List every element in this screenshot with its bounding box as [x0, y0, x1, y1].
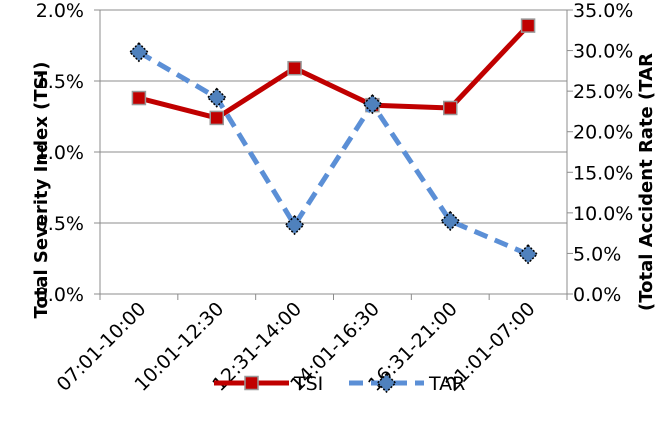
- point-marker-tsi: [443, 100, 458, 116]
- axes: [94, 9, 573, 300]
- y2-tick-label: 15.0%: [573, 162, 633, 184]
- point-marker-tar: [518, 244, 539, 265]
- series-line-tar: [137, 50, 530, 257]
- y2-tick-label: 35.0%: [573, 0, 633, 22]
- grid: [100, 9, 567, 295]
- y2-tick-label: 10.0%: [573, 203, 633, 225]
- legend-label-tsi: TSI: [293, 373, 323, 395]
- y-tick-label: 1.5%: [36, 71, 84, 93]
- y2-tick-label: 20.0%: [573, 122, 633, 144]
- y2-tick-label: 25.0%: [573, 81, 633, 103]
- point-marker-tar: [440, 210, 461, 232]
- y2-tick-label: 30.0%: [573, 41, 633, 63]
- y2-tick-label: 5.0%: [573, 243, 621, 265]
- y-tick-label: 1.0%: [36, 142, 84, 164]
- point-marker-tar: [128, 42, 149, 63]
- y-tick-label: 0.5%: [36, 213, 84, 235]
- y2-tick-label: 0.0%: [573, 284, 621, 306]
- point-marker-tar: [206, 87, 227, 108]
- legend-marker-tsi: [244, 375, 259, 391]
- tick-labels: 0.0% 0.5% 1.0% 1.5% 2.0% 0.0% 5.0% 10.0% 15.0% 20…: [36, 0, 634, 396]
- point-marker-tsi: [209, 110, 224, 126]
- legend-marker-tar: [376, 372, 397, 394]
- y-tick-label: 2.0%: [36, 0, 84, 22]
- point-marker-tsi: [287, 60, 302, 76]
- point-marker-tar: [362, 94, 383, 115]
- point-marker-tar: [284, 214, 305, 236]
- y-axis-title: Total Severity Index (TSI): [31, 61, 52, 318]
- legend: TSI TAR: [214, 372, 465, 395]
- point-marker-tsi: [520, 18, 536, 33]
- series-line-tsi: [138, 23, 530, 121]
- y-tick-label: 0.0%: [36, 284, 84, 306]
- point-marker-tsi: [131, 90, 147, 106]
- y2-axis-title: (Total Accident Rate (TAR: [636, 53, 657, 311]
- legend-label-tar: TAR: [428, 373, 465, 395]
- series-layer: [128, 18, 539, 265]
